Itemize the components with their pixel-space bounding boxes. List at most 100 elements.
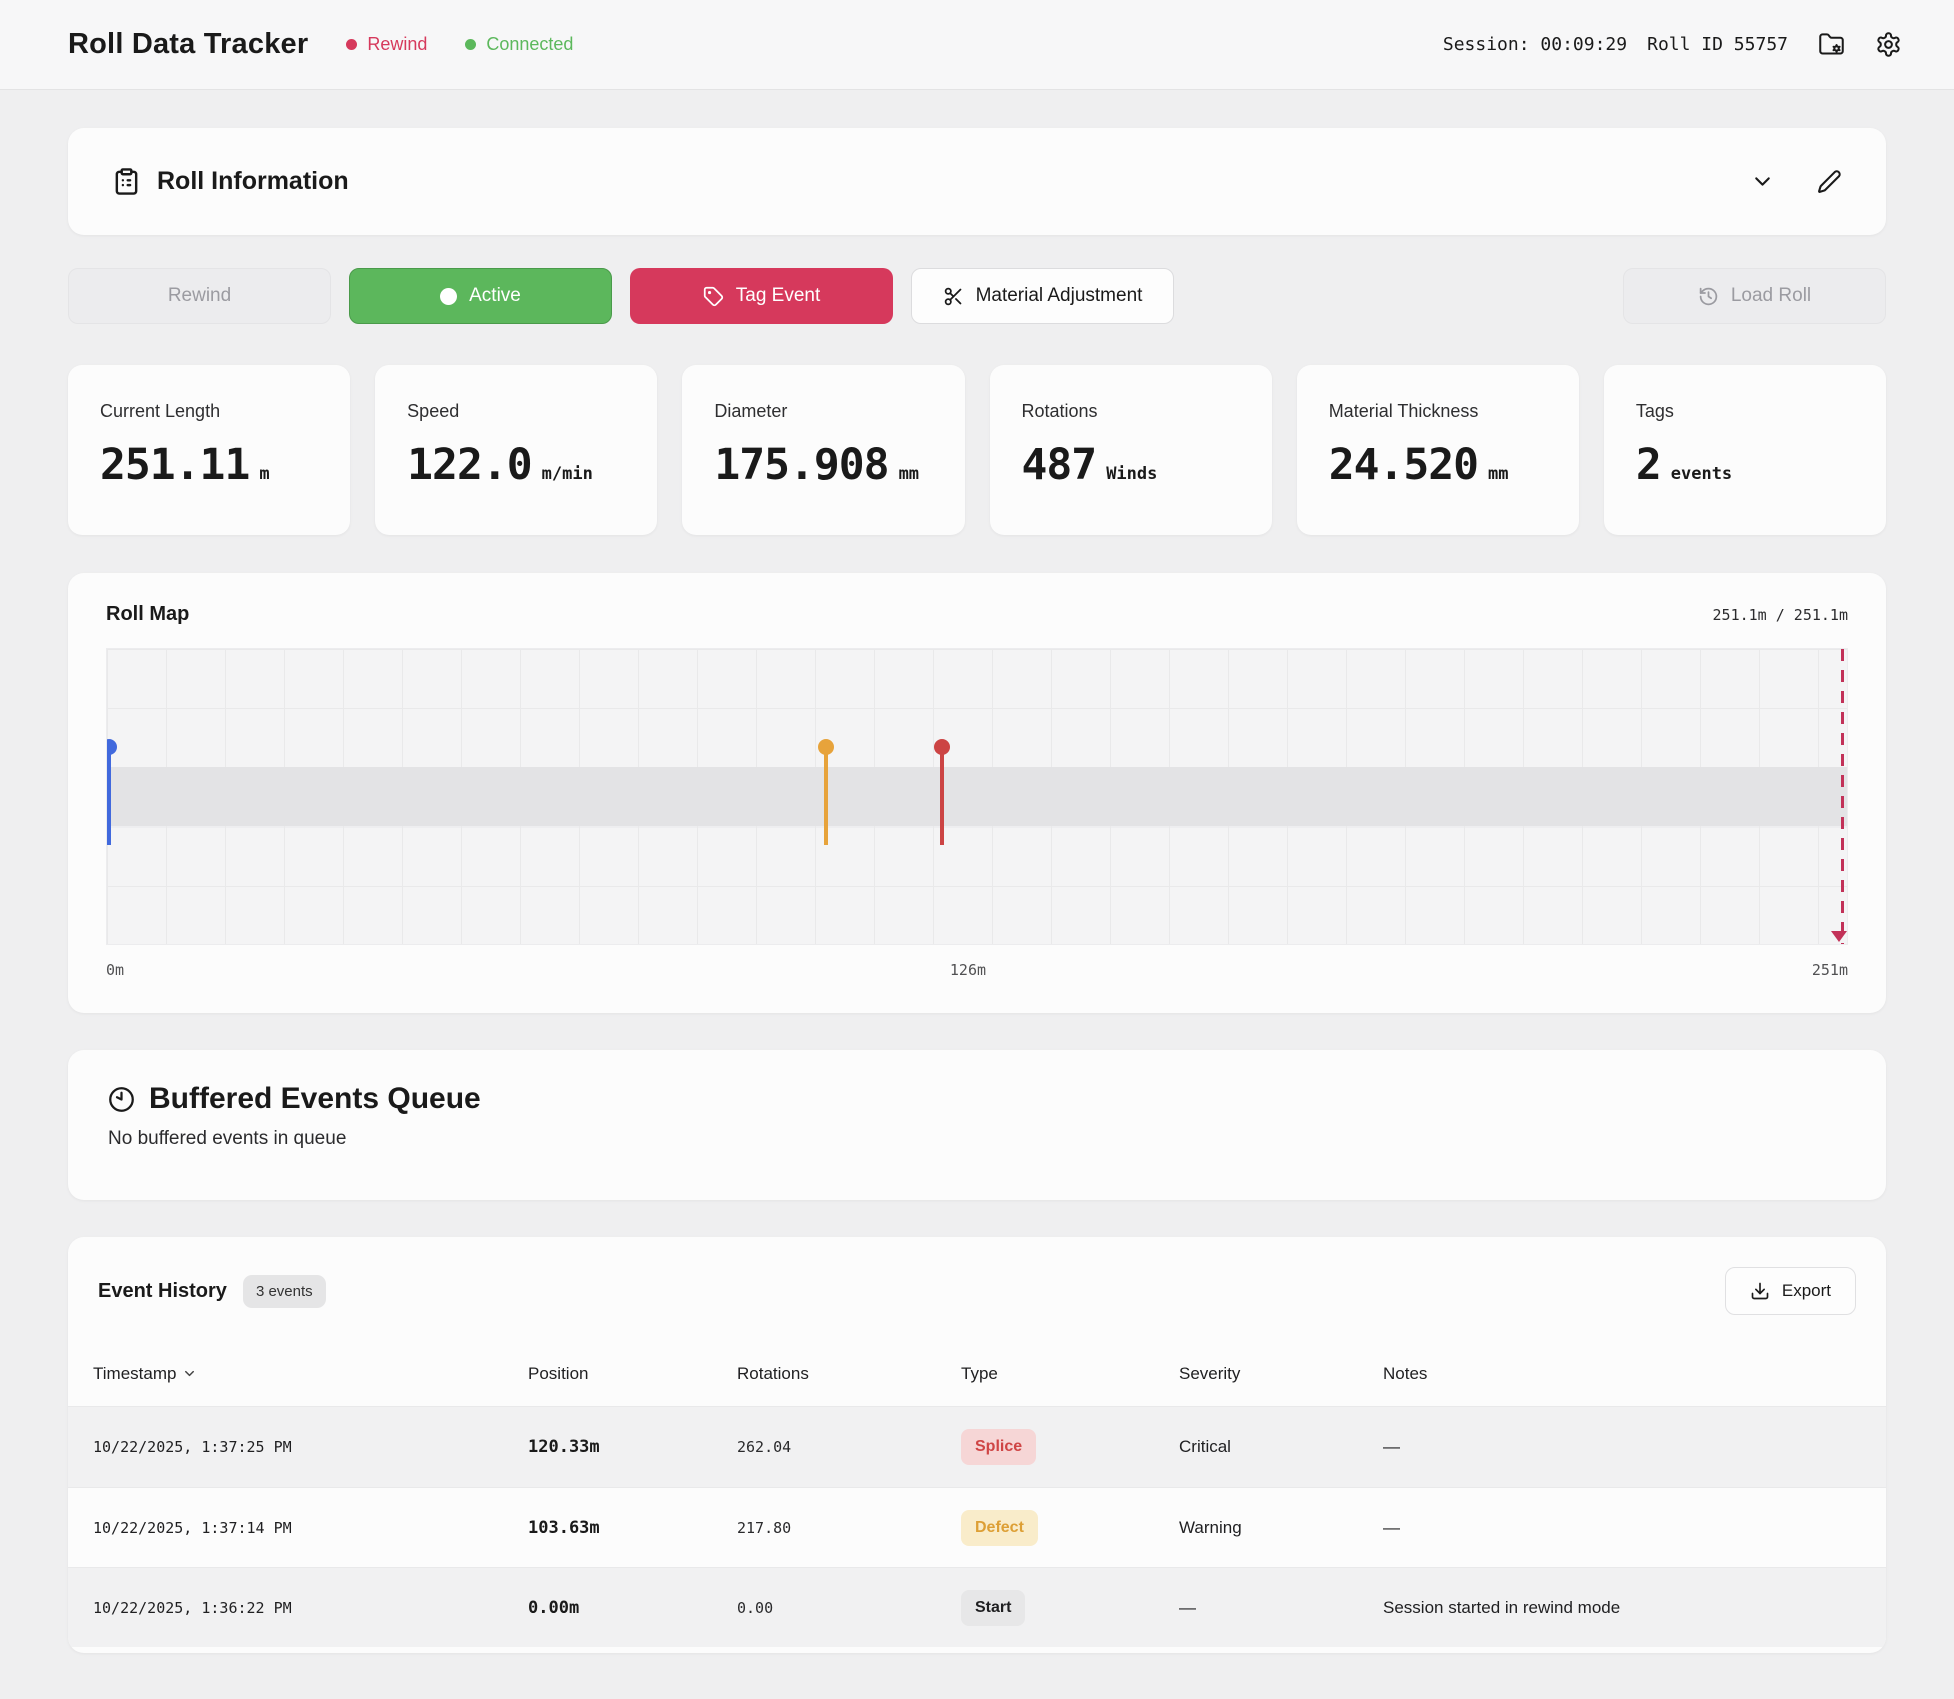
current-position-cursor (1831, 649, 1847, 944)
column-rotations: Rotations (737, 1363, 809, 1383)
cell-timestamp: 10/22/2025, 1:37:25 PM (93, 1438, 292, 1456)
active-button[interactable]: Active (349, 268, 612, 324)
roll-strip (107, 767, 1847, 826)
table-row[interactable]: 10/22/2025, 1:37:14 PM 103.63m 217.80 De… (68, 1487, 1886, 1567)
column-timestamp[interactable]: Timestamp (93, 1364, 528, 1384)
buffered-empty-message: No buffered events in queue (108, 1128, 347, 1149)
active-button-label: Active (469, 285, 521, 306)
stat-current-length: Current Length 251.11 m (68, 365, 351, 535)
stat-speed: Speed 122.0 m/min (375, 365, 658, 535)
pin-stem (823, 753, 828, 845)
export-button-label: Export (1781, 1281, 1831, 1300)
stat-label: Tags (1635, 401, 1674, 421)
start-marker-pin[interactable] (107, 739, 117, 845)
column-type: Type (961, 1363, 998, 1383)
event-count-badge: 3 events (242, 1274, 326, 1308)
cell-position: 0.00m (528, 1597, 580, 1618)
status-indicators: Rewind Connected (346, 34, 573, 55)
cell-notes: — (1383, 1517, 1400, 1537)
stat-value: 251.11 (100, 440, 250, 490)
splice-marker-pin[interactable] (934, 739, 951, 845)
app-title: Roll Data Tracker (68, 28, 309, 60)
stat-diameter: Diameter 175.908 mm (682, 365, 965, 535)
stat-label: Current Length (100, 401, 221, 421)
stat-value: 24.520 (1328, 440, 1479, 490)
table-row[interactable]: 10/22/2025, 1:36:22 PM 0.00m 0.00 Start … (68, 1567, 1886, 1647)
stat-value: 487 (1021, 440, 1098, 490)
connected-status-label: Connected (486, 34, 574, 54)
column-position: Position (528, 1363, 589, 1383)
roll-map-card: Roll Map 251.1m / 251.1m (68, 573, 1886, 1013)
event-table-header: Timestamp Position Rotations Type Severi… (68, 1341, 1886, 1407)
roll-map-progress: 251.1m / 251.1m (1712, 605, 1848, 624)
stat-unit: mm (1488, 464, 1509, 484)
rewind-status: Rewind (346, 34, 427, 55)
settings-button[interactable] (1875, 31, 1902, 58)
cell-timestamp: 10/22/2025, 1:37:14 PM (93, 1518, 292, 1537)
live-dot-icon (440, 287, 458, 305)
sort-chevron-icon (182, 1366, 197, 1381)
stat-unit: Winds (1106, 464, 1158, 484)
export-button[interactable]: Export (1724, 1267, 1856, 1315)
collapse-roll-info-button[interactable] (1750, 169, 1775, 194)
defect-marker-pin[interactable] (817, 739, 834, 845)
stat-unit: events (1670, 464, 1733, 484)
stat-rotations: Rotations 487 Winds (989, 365, 1272, 535)
pin-head (934, 739, 951, 755)
tag-event-button[interactable]: Tag Event (630, 268, 893, 324)
cell-rotations: 0.00 (737, 1598, 774, 1617)
folder-cog-icon (1818, 31, 1845, 58)
stat-unit: m (259, 464, 270, 484)
event-history-card: Event History 3 events Export Timestamp (68, 1237, 1886, 1653)
session-info: Session: 00:09:29 Roll ID 55757 (1443, 34, 1788, 55)
cell-notes: Session started in rewind mode (1383, 1597, 1621, 1617)
pencil-icon (1817, 169, 1842, 194)
material-adjustment-button-label: Material Adjustment (975, 285, 1143, 306)
stat-label: Material Thickness (1328, 401, 1479, 421)
stat-tags: Tags 2 events (1603, 365, 1887, 535)
stat-label: Rotations (1021, 401, 1098, 421)
cursor-arrow-icon (1831, 931, 1847, 942)
column-severity: Severity (1179, 1363, 1241, 1383)
type-badge: Defect (961, 1509, 1038, 1546)
pin-stem (107, 753, 111, 845)
scissors-icon (943, 286, 964, 307)
material-adjustment-button[interactable]: Material Adjustment (911, 268, 1174, 324)
pin-stem (940, 753, 945, 845)
stat-material-thickness: Material Thickness 24.520 mm (1296, 365, 1579, 535)
load-roll-folder-button[interactable] (1818, 31, 1845, 58)
event-history-title: Event History (98, 1279, 227, 1302)
table-row[interactable]: 10/22/2025, 1:37:25 PM 120.33m 262.04 Sp… (68, 1407, 1886, 1487)
axis-label-mid: 126m (949, 961, 987, 979)
stats-row: Current Length 251.11 m Speed 122.0 m/mi… (68, 365, 1887, 535)
rewind-status-label: Rewind (367, 34, 428, 54)
tag-icon (703, 286, 724, 307)
rewind-dot-icon (346, 39, 358, 50)
cell-type: Splice (961, 1429, 1179, 1465)
chevron-down-icon (1750, 169, 1775, 194)
roll-information-title: Roll Information (157, 167, 349, 195)
stat-unit: mm (898, 464, 920, 484)
cell-position: 120.33m (528, 1437, 600, 1457)
load-roll-button[interactable]: Load Roll (1623, 268, 1886, 324)
axis-label-end: 251m (1811, 961, 1848, 979)
type-badge: Start (961, 1589, 1026, 1626)
roll-map-chart[interactable] (106, 648, 1848, 945)
rewind-button[interactable]: Rewind (68, 268, 331, 324)
gear-icon (1875, 31, 1902, 58)
stat-unit: m/min (541, 464, 593, 484)
buffered-events-card: Buffered Events Queue No buffered events… (68, 1050, 1886, 1200)
edit-roll-info-button[interactable] (1817, 169, 1842, 194)
roll-map-title: Roll Map (106, 603, 190, 625)
roll-id: Roll ID 55757 (1647, 34, 1788, 55)
tag-event-button-label: Tag Event (735, 285, 821, 306)
cell-rotations: 262.04 (737, 1438, 792, 1456)
clock-icon (108, 1086, 135, 1113)
column-notes: Notes (1383, 1363, 1428, 1383)
roll-map-axis: 0m 126m 251m (106, 961, 1848, 979)
buffered-events-title: Buffered Events Queue (149, 1082, 481, 1115)
clipboard-icon (112, 167, 141, 196)
axis-label-start: 0m (106, 961, 125, 979)
stat-label: Speed (407, 401, 460, 421)
